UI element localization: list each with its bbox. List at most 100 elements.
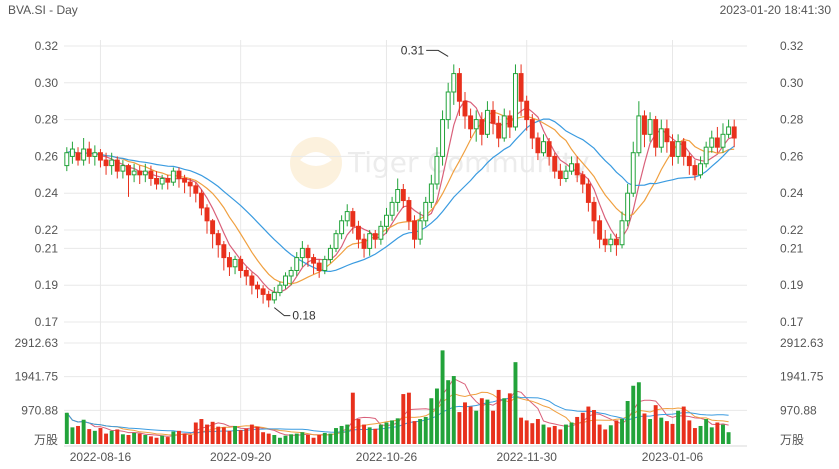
- candle: [636, 101, 642, 157]
- volume-bar: [406, 392, 411, 444]
- candle-body: [557, 170, 563, 179]
- candle-body: [299, 247, 305, 259]
- candle: [361, 233, 367, 258]
- candle: [400, 184, 406, 208]
- candle-body: [266, 293, 272, 301]
- candle: [731, 119, 737, 148]
- candle: [484, 101, 490, 138]
- candle: [238, 255, 244, 278]
- volume-bar: [171, 431, 176, 444]
- candle-body: [165, 177, 171, 183]
- candle: [664, 119, 670, 153]
- candle: [703, 141, 709, 168]
- volume-bar: [468, 406, 473, 444]
- price-tick-right: 0.22: [780, 223, 804, 237]
- candle: [294, 252, 300, 276]
- volume-bar: [87, 429, 92, 444]
- candle-body: [367, 233, 373, 249]
- volume-bar: [434, 388, 439, 444]
- candle: [647, 112, 653, 142]
- candle: [159, 174, 165, 190]
- candle: [232, 255, 238, 275]
- candle: [529, 114, 535, 150]
- volume-bar: [676, 410, 681, 444]
- candle: [114, 156, 120, 179]
- volume-bar: [98, 428, 103, 444]
- candle: [686, 152, 692, 175]
- candle: [462, 92, 468, 129]
- candle-body: [473, 119, 479, 130]
- chart-title: BVA.SI - Day: [8, 3, 78, 17]
- candle-body: [131, 170, 137, 176]
- volume-bar: [592, 410, 596, 444]
- candle: [658, 119, 664, 153]
- candle-body: [249, 275, 255, 286]
- volume-bar: [614, 420, 619, 444]
- candle-body: [255, 284, 260, 290]
- candle: [714, 126, 720, 153]
- candle: [613, 233, 619, 256]
- volume-bar: [92, 430, 97, 444]
- date-tick: 2022-11-30: [496, 450, 557, 464]
- date-tick: 2022-10-26: [356, 450, 418, 464]
- candle: [541, 134, 546, 157]
- volume-bar: [334, 428, 338, 444]
- volume-bar: [143, 434, 148, 444]
- candle-body: [260, 288, 266, 295]
- candle: [355, 220, 361, 249]
- candle-body: [546, 141, 552, 157]
- price-tick-left: 0.19: [35, 278, 59, 292]
- volume-bar: [199, 419, 204, 444]
- candle-body: [378, 225, 384, 240]
- volume-bar: [317, 434, 322, 444]
- candle-body: [339, 220, 345, 235]
- candle: [176, 167, 182, 188]
- candle: [384, 207, 389, 234]
- candle-body: [456, 73, 462, 102]
- volume-tick-left: 970.88: [21, 403, 58, 417]
- candle: [513, 64, 518, 131]
- candle: [198, 189, 204, 216]
- candle-body: [664, 128, 670, 143]
- volume-bar: [698, 425, 703, 444]
- candle-body: [361, 238, 367, 249]
- candle-body: [109, 159, 115, 167]
- volume-bar: [440, 350, 445, 444]
- volume-bar: [81, 419, 86, 444]
- candle-body: [445, 91, 451, 121]
- candle: [434, 147, 440, 190]
- volume-bar: [552, 425, 557, 444]
- candle-body: [563, 170, 569, 179]
- candle: [221, 241, 227, 271]
- volume-bar: [418, 419, 423, 444]
- price-tick-right: 0.26: [780, 149, 804, 163]
- candle: [103, 152, 109, 175]
- volume-bar: [580, 412, 585, 444]
- candle: [641, 110, 647, 148]
- volume-bar: [177, 430, 181, 444]
- volume-bar: [294, 433, 299, 444]
- candle: [131, 163, 137, 183]
- candle-body: [412, 220, 417, 240]
- volume-unit-left: 万股: [34, 433, 58, 447]
- candle-body: [137, 170, 143, 176]
- candle: [170, 167, 176, 186]
- volume-bar: [496, 389, 501, 444]
- candle-body: [535, 137, 541, 154]
- candle: [395, 178, 401, 212]
- volume-bar: [603, 429, 608, 444]
- candle: [670, 134, 675, 166]
- volume-tick-left: 1941.75: [15, 370, 59, 384]
- price-tick-right: 0.21: [780, 241, 804, 255]
- candle: [266, 290, 272, 308]
- candle: [580, 171, 586, 194]
- candle-body: [636, 115, 642, 154]
- candle-body: [613, 238, 619, 246]
- axis-labels: 0.32 0.32 0.30 0.30 0.28 0.28 0.26 0.26 0.24 0.24…: [15, 39, 824, 464]
- volume-bar: [104, 433, 109, 444]
- candle-body: [344, 211, 350, 222]
- candle: [193, 182, 199, 203]
- volume-bar: [182, 433, 187, 444]
- volume-bar: [687, 420, 692, 444]
- volume-bar: [636, 382, 641, 444]
